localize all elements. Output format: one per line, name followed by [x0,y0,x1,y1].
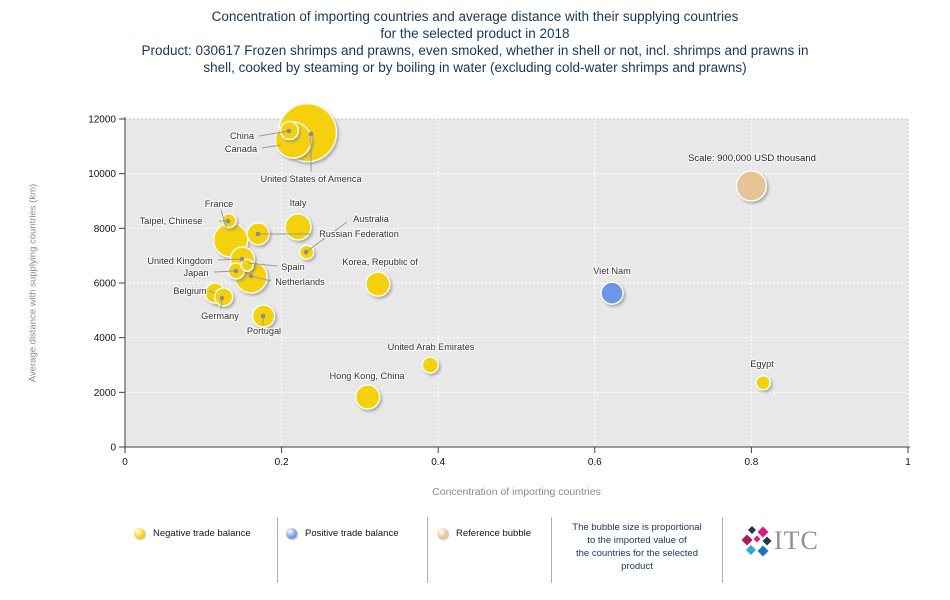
point-label-italy: Italy [290,198,307,208]
legend-label-reference: Reference bubble [456,528,531,539]
bubble-korea-republic-of[interactable] [365,271,391,297]
legend-note-line-3: the countries for the selected [576,548,698,559]
point-label-taipei-chinese: Taipei, Chinese [140,216,203,226]
x-tick-label-0.6: 0.6 [588,457,602,468]
bubble-viet-nam[interactable] [600,281,624,305]
connector-spain [247,262,278,267]
point-label-australia: Australia [353,214,390,224]
point-label-united-kingdom: United Kingdom [147,256,213,266]
anchor-dot-taipei-chinese [225,218,231,224]
legend-item-negative: Negative trade balance [134,528,251,539]
point-label-hong-kong-china: Hong Kong, China [329,371,405,381]
legend-separator-1 [277,517,278,583]
legend-note-line-2: to the imported value of [587,535,687,546]
itc-pinwheel-icon [741,526,772,557]
point-label-viet-nam: Viet Nam [593,266,631,276]
point-label-spain: Spain [281,262,305,272]
anchor-dot-united-states-of-america [308,131,314,137]
point-label-china: China [230,131,255,141]
point-label-united-states-of-america: United States of America [260,174,362,184]
bubble-united-arab-emirates[interactable] [421,356,440,374]
connector-united-kingdom [217,258,243,261]
bubble-italy[interactable] [284,213,312,241]
itc-logo-text: ITC [774,526,819,555]
connector-canada [261,144,282,149]
point-label-korea-republic-of: Korea, Republic of [342,257,418,267]
y-tick-label-12000: 12000 [88,115,116,126]
point-label-france: France [205,199,234,209]
y-tick-label-8000: 8000 [94,224,117,235]
y-tick-label-4000: 4000 [94,333,117,344]
x-tick-label-1: 1 [905,457,911,468]
bubble-spain[interactable] [240,258,254,272]
x-tick-label-0.8: 0.8 [744,457,758,468]
legend-label-negative: Negative trade balance [153,528,251,539]
legend-separator-3 [551,517,552,583]
legend-label-positive: Positive trade balance [305,528,399,539]
chart-title: Concentration of importing countries and… [0,8,950,76]
y-tick-label-6000: 6000 [94,279,117,290]
y-tick-label-10000: 10000 [88,169,116,180]
legend-separator-4 [722,517,723,583]
connector-japan [213,270,237,273]
positive-balance-dot-icon [286,528,297,539]
x-axis-title: Concentration of importing countries [432,486,601,498]
bubble-egypt[interactable] [755,375,771,391]
scale-note: Scale: 900,000 USD thousand [688,153,816,164]
anchor-dot-united-kingdom [239,256,245,262]
x-tick-label-0: 0 [122,457,128,468]
point-label-belgium: Belgium [173,286,207,296]
anchor-dot-japan [233,268,239,274]
point-label-canada: Canada [225,144,258,154]
anchor-dot-china [286,128,292,134]
legend-item-positive: Positive trade balance [286,528,398,539]
connector-belgium [208,290,216,294]
legend-note-line-4: product [621,561,653,572]
anchor-dot-australia [303,249,309,255]
legend-separator-2 [427,517,428,583]
anchor-dot-germany [219,295,225,301]
title-line-1: Concentration of importing countries and… [211,9,739,24]
connector-australia [305,221,348,253]
title-line-2: for the selected product in 2018 [380,26,570,41]
reference-bubble-dot-icon [437,528,448,539]
point-label-portugal: Portugal [247,326,281,336]
anchor-dot-russian-federation [255,231,261,237]
anchor-dot-portugal [260,313,266,319]
x-tick-label-0.2: 0.2 [275,457,289,468]
connector-netherlands [250,275,272,282]
x-tick-label-0.4: 0.4 [431,457,445,468]
title-line-4: shell, cooked by steaming or by boiling … [203,60,747,75]
point-label-united-arab-emirates: United Arab Emirates [388,342,475,352]
point-label-egypt: Egypt [750,359,774,369]
y-tick-label-2000: 2000 [94,388,117,399]
legend-note-line-1: The bubble size is proportional [572,522,702,533]
point-label-japan: Japan [183,268,208,278]
y-tick-label-0: 0 [110,443,116,454]
point-label-netherlands: Netherlands [275,277,325,287]
point-label-germany: Germany [201,311,239,321]
connector-china [258,130,290,137]
bubble-hong-kong-china[interactable] [355,384,381,410]
point-label-russian-federation: Russian Federation [319,229,399,239]
title-line-3: Product: 030617 Frozen shrimps and prawn… [141,43,809,58]
legend-item-reference: Reference bubble [437,528,531,539]
bubble-reference-bubble[interactable] [735,170,768,202]
negative-balance-dot-icon [134,528,145,539]
plot-svg: 0 2000 4000 6000 8000 10000 12000 0 0.2 0.4 0.6 0.8… [88,102,911,468]
anchor-dot-netherlands [248,273,254,279]
connector-france [220,209,227,228]
legend-note: The bubble size is proportional to the i… [554,521,720,573]
